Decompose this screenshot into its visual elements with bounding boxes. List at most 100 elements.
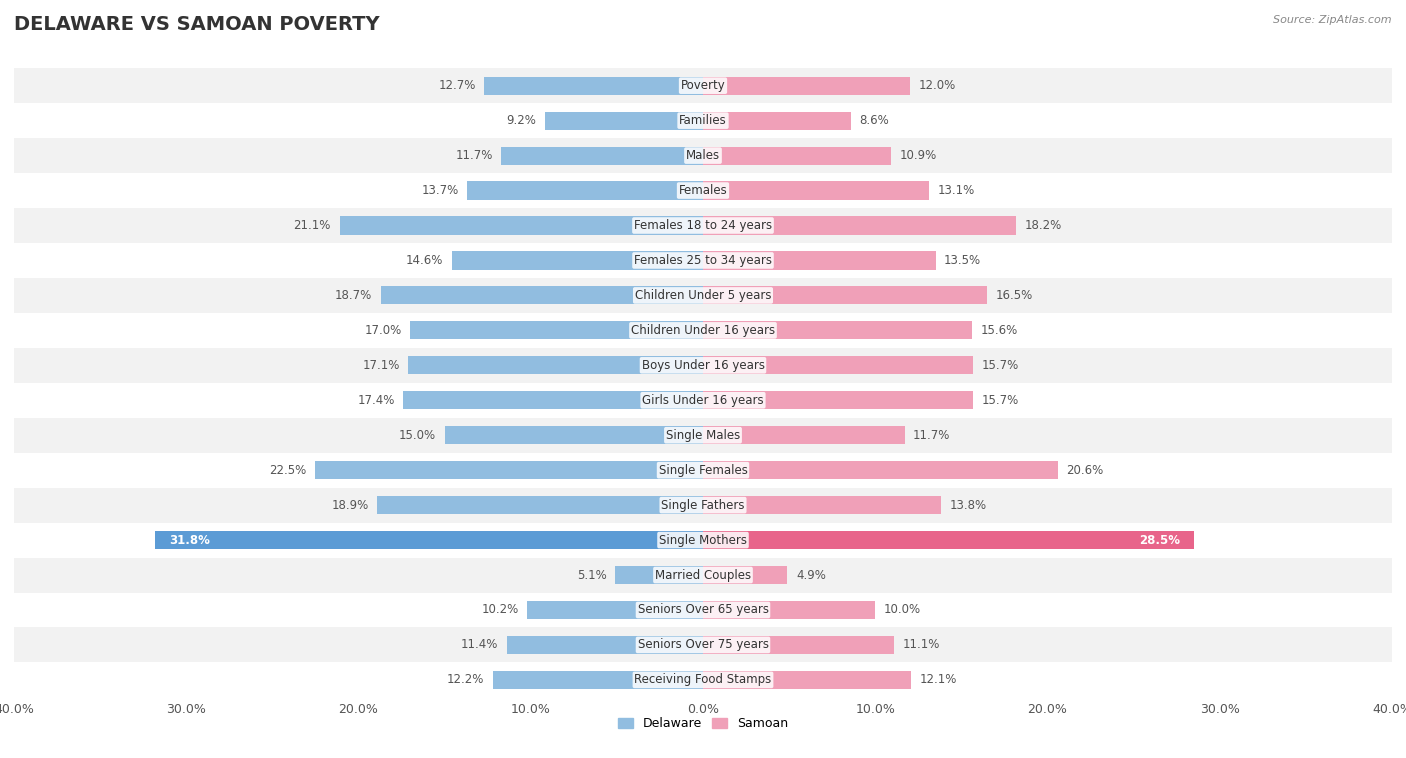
Text: Poverty: Poverty (681, 79, 725, 92)
Bar (409, 356, 703, 374)
Text: 11.7%: 11.7% (912, 429, 950, 442)
Text: 12.0%: 12.0% (918, 79, 956, 92)
Bar (703, 181, 928, 199)
Text: Single Mothers: Single Mothers (659, 534, 747, 547)
Bar (703, 531, 1194, 549)
Bar (14, 103, 1392, 138)
Text: 10.9%: 10.9% (900, 149, 936, 162)
Text: 18.9%: 18.9% (332, 499, 368, 512)
Text: Single Males: Single Males (666, 429, 740, 442)
Text: Children Under 5 years: Children Under 5 years (634, 289, 772, 302)
Bar (703, 636, 894, 654)
Text: 28.5%: 28.5% (1139, 534, 1180, 547)
Bar (703, 566, 787, 584)
Text: Females 18 to 24 years: Females 18 to 24 years (634, 219, 772, 232)
Bar (14, 628, 1392, 662)
Bar (381, 287, 703, 305)
Bar (527, 601, 703, 619)
Text: Married Couples: Married Couples (655, 568, 751, 581)
Bar (14, 68, 1392, 103)
Bar (14, 662, 1392, 697)
Text: 15.6%: 15.6% (980, 324, 1018, 337)
Text: 8.6%: 8.6% (859, 114, 890, 127)
Bar (703, 321, 972, 340)
Text: 31.8%: 31.8% (169, 534, 209, 547)
Bar (703, 356, 973, 374)
Bar (506, 636, 703, 654)
Text: Source: ZipAtlas.com: Source: ZipAtlas.com (1274, 15, 1392, 25)
Bar (340, 217, 703, 234)
Text: 11.7%: 11.7% (456, 149, 494, 162)
Text: Males: Males (686, 149, 720, 162)
Bar (703, 601, 875, 619)
Text: 17.1%: 17.1% (363, 359, 399, 372)
Bar (703, 287, 987, 305)
Bar (14, 453, 1392, 487)
Bar (703, 217, 1017, 234)
Text: 16.5%: 16.5% (995, 289, 1033, 302)
Text: DELAWARE VS SAMOAN POVERTY: DELAWARE VS SAMOAN POVERTY (14, 15, 380, 34)
Text: Females: Females (679, 184, 727, 197)
Bar (411, 321, 703, 340)
Bar (404, 391, 703, 409)
Text: 11.4%: 11.4% (461, 638, 498, 651)
Text: Seniors Over 75 years: Seniors Over 75 years (637, 638, 769, 651)
Text: Single Females: Single Females (658, 464, 748, 477)
Bar (14, 593, 1392, 628)
Text: 15.7%: 15.7% (981, 393, 1019, 407)
Text: 13.5%: 13.5% (945, 254, 981, 267)
Bar (703, 252, 935, 270)
Bar (14, 278, 1392, 313)
Bar (703, 111, 851, 130)
Bar (703, 426, 904, 444)
Bar (14, 138, 1392, 173)
Bar (544, 111, 703, 130)
Text: 12.1%: 12.1% (920, 673, 957, 687)
Text: 21.1%: 21.1% (294, 219, 330, 232)
Text: Boys Under 16 years: Boys Under 16 years (641, 359, 765, 372)
Bar (616, 566, 703, 584)
Text: Females 25 to 34 years: Females 25 to 34 years (634, 254, 772, 267)
Text: Single Fathers: Single Fathers (661, 499, 745, 512)
Text: 12.2%: 12.2% (447, 673, 484, 687)
Text: 18.2%: 18.2% (1025, 219, 1063, 232)
Bar (14, 313, 1392, 348)
Text: 17.4%: 17.4% (357, 393, 395, 407)
Bar (14, 208, 1392, 243)
Bar (494, 671, 703, 689)
Bar (703, 146, 891, 164)
Text: 12.7%: 12.7% (439, 79, 475, 92)
Bar (14, 487, 1392, 522)
Bar (502, 146, 703, 164)
Text: 9.2%: 9.2% (506, 114, 536, 127)
Text: 15.7%: 15.7% (981, 359, 1019, 372)
Text: Receiving Food Stamps: Receiving Food Stamps (634, 673, 772, 687)
Bar (444, 426, 703, 444)
Bar (703, 496, 941, 514)
Text: 5.1%: 5.1% (576, 568, 606, 581)
Bar (315, 461, 703, 479)
Text: 20.6%: 20.6% (1066, 464, 1104, 477)
Text: 17.0%: 17.0% (364, 324, 402, 337)
Text: 13.1%: 13.1% (938, 184, 974, 197)
Bar (377, 496, 703, 514)
Text: 10.0%: 10.0% (884, 603, 921, 616)
Bar (484, 77, 703, 95)
Bar (703, 77, 910, 95)
Bar (14, 558, 1392, 593)
Bar (155, 531, 703, 549)
Bar (14, 348, 1392, 383)
Text: 22.5%: 22.5% (270, 464, 307, 477)
Bar (703, 391, 973, 409)
Text: 18.7%: 18.7% (335, 289, 373, 302)
Text: 14.6%: 14.6% (405, 254, 443, 267)
Bar (14, 522, 1392, 558)
Bar (14, 383, 1392, 418)
Text: 10.2%: 10.2% (481, 603, 519, 616)
Bar (14, 173, 1392, 208)
Bar (14, 243, 1392, 278)
Bar (14, 418, 1392, 453)
Text: 11.1%: 11.1% (903, 638, 941, 651)
Text: 4.9%: 4.9% (796, 568, 825, 581)
Text: Seniors Over 65 years: Seniors Over 65 years (637, 603, 769, 616)
